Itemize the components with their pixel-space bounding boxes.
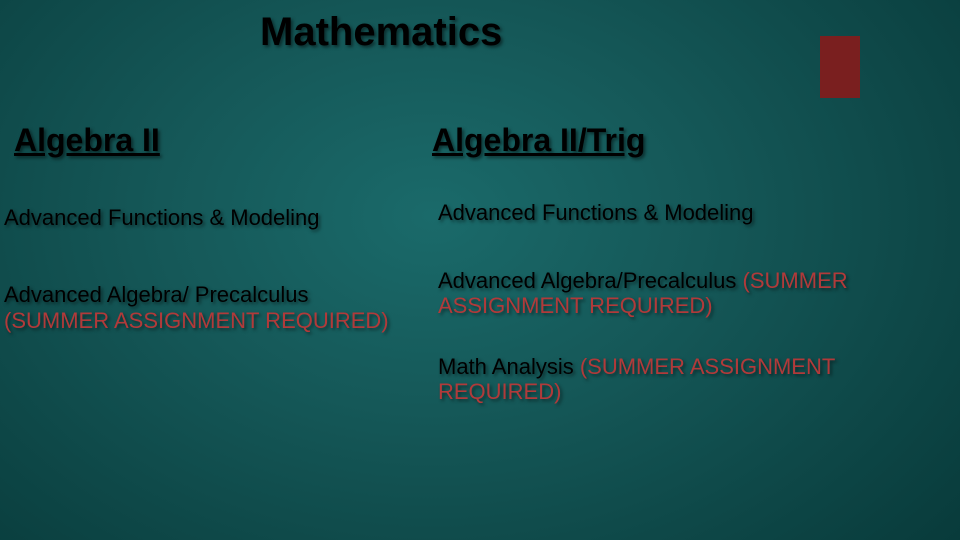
- slide: Mathematics Algebra II Advanced Function…: [0, 0, 960, 540]
- right-item-0: Advanced Functions & Modeling: [438, 200, 908, 225]
- right-item-1: Advanced Algebra/Precalculus (SUMMER ASS…: [438, 268, 948, 319]
- left-item-1: Advanced Algebra/ Precalculus: [4, 282, 404, 307]
- right-heading: Algebra II/Trig: [432, 122, 645, 159]
- right-item-2: Math Analysis (SUMMER ASSIGNMENT REQUIRE…: [438, 354, 938, 405]
- left-item-0: Advanced Functions & Modeling: [4, 205, 404, 230]
- left-heading: Algebra II: [14, 122, 160, 159]
- left-item-2: (SUMMER ASSIGNMENT REQUIRED): [4, 308, 444, 333]
- accent-block: [820, 36, 860, 98]
- slide-title: Mathematics: [260, 10, 502, 55]
